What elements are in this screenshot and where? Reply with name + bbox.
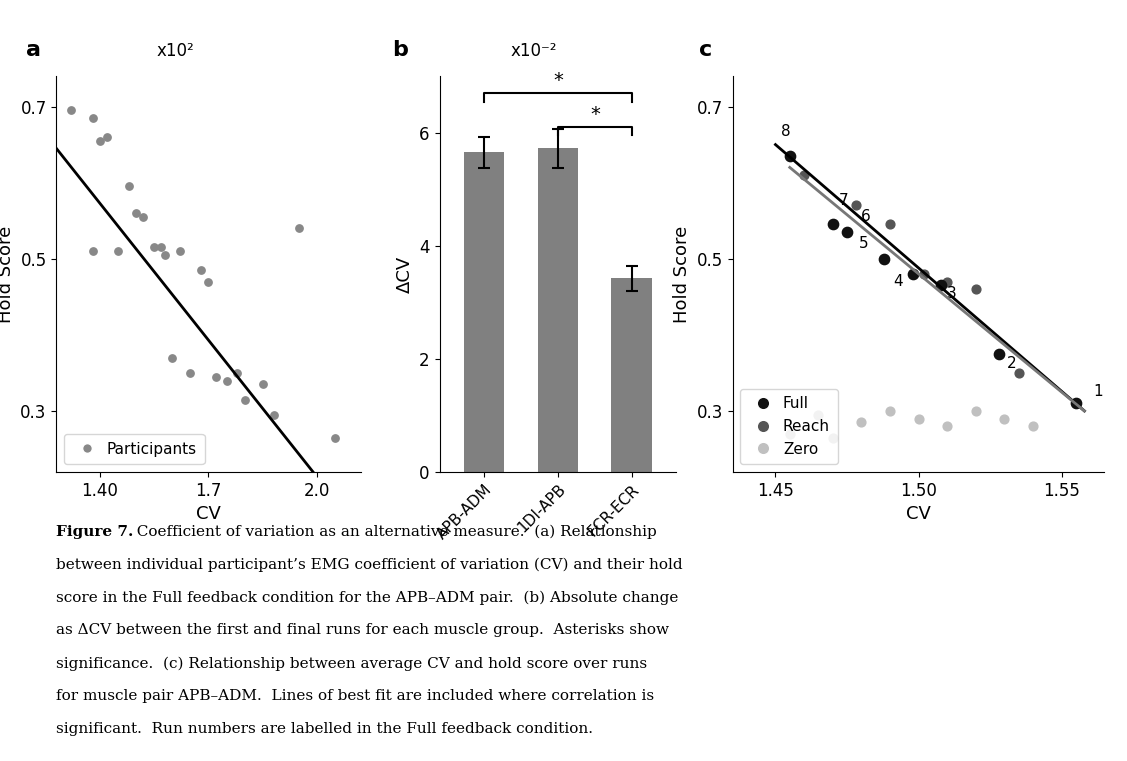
Text: x10⁻²: x10⁻²	[511, 43, 557, 60]
Point	[881, 218, 899, 231]
Point	[967, 405, 985, 417]
Legend: Participants: Participants	[64, 434, 204, 464]
Point	[290, 222, 308, 234]
Text: 5: 5	[859, 236, 868, 251]
Text: x10²: x10²	[157, 43, 195, 60]
Text: 3: 3	[947, 285, 957, 301]
Legend: Full, Reach, Zero: Full, Reach, Zero	[740, 389, 837, 464]
Point	[254, 378, 272, 390]
Point	[119, 180, 137, 193]
Point	[938, 275, 956, 288]
Point	[327, 431, 345, 444]
Point	[83, 112, 101, 124]
Text: significance.  (c) Relationship between average CV and hold score over runs: significance. (c) Relationship between a…	[56, 656, 648, 670]
Point	[846, 199, 864, 212]
Text: 2: 2	[1008, 355, 1017, 371]
Text: as ΔCV between the first and final runs for each muscle group.  Asterisks show: as ΔCV between the first and final runs …	[56, 623, 669, 638]
Point	[990, 348, 1008, 360]
Text: *: *	[553, 72, 562, 91]
Point	[824, 431, 842, 444]
Text: score in the Full feedback condition for the APB–ADM pair.  (b) Absolute change: score in the Full feedback condition for…	[56, 591, 678, 605]
Point	[98, 131, 116, 143]
Point	[199, 275, 218, 288]
Text: 1: 1	[1093, 384, 1102, 399]
X-axis label: CV: CV	[196, 505, 221, 523]
Text: Figure 7.: Figure 7.	[56, 525, 134, 539]
Text: between individual participant’s EMG coefficient of variation (CV) and their hol: between individual participant’s EMG coe…	[56, 558, 683, 572]
Point	[1010, 367, 1028, 379]
Text: significant.  Run numbers are labelled in the Full feedback condition.: significant. Run numbers are labelled in…	[56, 722, 593, 736]
Point	[938, 420, 956, 432]
Point	[881, 405, 899, 417]
Point	[809, 409, 827, 421]
Point	[236, 393, 254, 406]
Point	[206, 371, 224, 383]
Text: for muscle pair APB–ADM.  Lines of best fit are included where correlation is: for muscle pair APB–ADM. Lines of best f…	[56, 689, 655, 703]
Text: 6: 6	[861, 209, 871, 224]
Y-axis label: Hold Score: Hold Score	[0, 225, 15, 323]
Bar	[612, 279, 653, 472]
Y-axis label: ΔCV: ΔCV	[396, 256, 414, 292]
Point	[156, 249, 174, 261]
Text: *: *	[589, 105, 600, 124]
Point	[1024, 420, 1042, 432]
Point	[915, 268, 933, 280]
Point	[218, 374, 236, 387]
Text: b: b	[392, 40, 408, 60]
Point	[1067, 397, 1085, 409]
Text: 7: 7	[838, 193, 848, 208]
Point	[62, 104, 80, 116]
Point	[145, 241, 163, 253]
Point	[781, 428, 799, 440]
Point	[904, 268, 922, 280]
Point	[1067, 397, 1085, 409]
Point	[932, 279, 950, 291]
Point	[83, 245, 101, 257]
Text: a: a	[26, 40, 41, 60]
Point	[163, 352, 181, 364]
Point	[967, 283, 985, 295]
Point	[134, 211, 152, 223]
Point	[852, 416, 870, 428]
X-axis label: CV: CV	[906, 505, 931, 523]
Point	[152, 241, 170, 253]
Point	[109, 245, 127, 257]
Point	[824, 218, 842, 231]
Bar	[538, 148, 578, 472]
Point	[909, 412, 928, 425]
Text: Coefficient of variation as an alternative measure.  (a) Relationship: Coefficient of variation as an alternati…	[127, 525, 657, 540]
Point	[838, 226, 857, 238]
Point	[170, 245, 188, 257]
Text: c: c	[699, 40, 712, 60]
Point	[876, 253, 894, 265]
Point	[995, 412, 1013, 425]
Point	[781, 150, 799, 162]
Bar	[463, 152, 504, 472]
Y-axis label: Hold Score: Hold Score	[673, 225, 691, 323]
Text: 4: 4	[893, 274, 903, 289]
Text: 8: 8	[781, 124, 791, 139]
Point	[91, 135, 109, 147]
Point	[193, 264, 211, 276]
Point	[265, 409, 283, 421]
Point	[181, 367, 199, 379]
Point	[229, 367, 247, 379]
Point	[795, 169, 813, 181]
Point	[127, 207, 145, 219]
